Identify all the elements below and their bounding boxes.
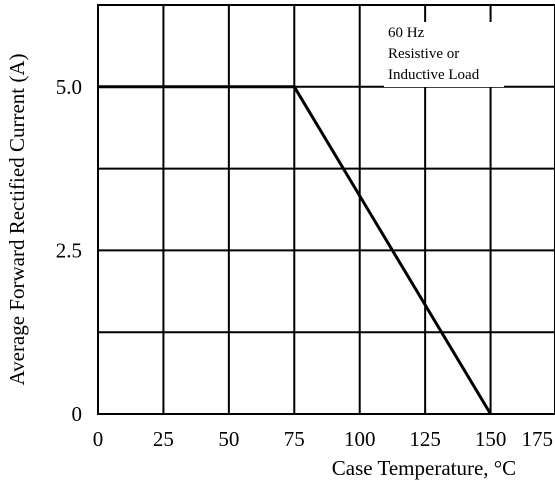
x-tick-label-125: 125 [409, 427, 441, 451]
x-tick-label-150: 150 [475, 427, 507, 451]
y-tick-label-2.5: 2.5 [56, 238, 82, 262]
y-tick-labels: 0 2.5 5.0 [56, 75, 82, 426]
annotation-line-2: Inductive Load [388, 67, 480, 83]
y-tick-label-0: 0 [72, 402, 83, 426]
series-line-0 [98, 85, 492, 415]
load-annotation: 60 Hz Resistive or Inductive Load [384, 22, 504, 87]
vertical-grid [162, 5, 492, 414]
x-tick-label-100: 100 [344, 427, 376, 451]
x-tick-label-0: 0 [93, 427, 104, 451]
x-tick-label-175: 175 [522, 427, 554, 451]
x-tick-labels: 0 25 50 75 100 125 150 175 [93, 427, 553, 451]
series-layer [98, 85, 492, 415]
annotation-line-0: 60 Hz [388, 25, 425, 41]
x-tick-label-50: 50 [218, 427, 239, 451]
y-tick-label-5: 5.0 [56, 75, 82, 99]
x-tick-label-25: 25 [153, 427, 174, 451]
y-axis-label: Average Forward Rectified Current (A) [5, 54, 29, 386]
x-axis-label: Case Temperature, °C [332, 456, 516, 480]
x-tick-label-75: 75 [284, 427, 305, 451]
annotation-line-1: Resistive or [388, 46, 459, 62]
annotation-backdrop [384, 22, 504, 87]
